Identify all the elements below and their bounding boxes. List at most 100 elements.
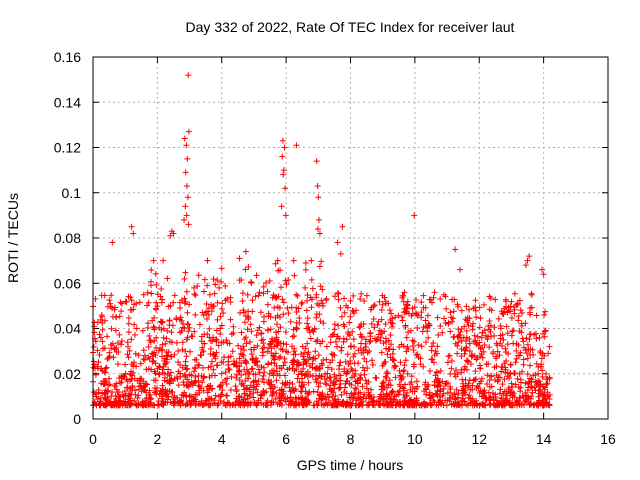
data-point — [154, 303, 161, 310]
data-point — [373, 375, 380, 382]
data-point — [501, 360, 508, 367]
data-point — [127, 294, 134, 301]
data-point — [318, 360, 325, 367]
data-point — [116, 331, 123, 338]
data-point — [153, 306, 160, 313]
data-point — [453, 386, 460, 393]
data-point — [227, 298, 234, 305]
data-point — [204, 389, 211, 396]
data-point — [502, 345, 509, 352]
data-point — [450, 315, 457, 322]
data-point — [319, 286, 326, 293]
data-point — [182, 269, 189, 276]
data-point — [149, 350, 156, 357]
data-point — [302, 266, 309, 273]
data-point — [420, 363, 427, 370]
data-point — [344, 304, 351, 311]
data-point — [429, 299, 436, 306]
data-point — [545, 350, 552, 357]
data-point — [411, 398, 418, 405]
data-point — [266, 277, 273, 284]
data-point — [358, 399, 365, 406]
data-point — [374, 321, 381, 328]
data-point — [158, 286, 165, 293]
data-point — [313, 314, 320, 321]
data-point — [158, 326, 165, 333]
data-point — [361, 367, 368, 374]
data-point — [98, 312, 105, 319]
data-point — [515, 352, 522, 359]
data-point — [261, 379, 268, 386]
data-point — [543, 381, 550, 388]
data-point — [479, 401, 486, 408]
data-point — [177, 329, 184, 336]
data-point — [303, 371, 310, 378]
data-point — [392, 314, 399, 321]
data-point — [367, 393, 374, 400]
data-point — [252, 371, 259, 378]
data-point — [531, 384, 538, 391]
data-point — [162, 392, 169, 399]
data-point — [175, 368, 182, 375]
data-point — [336, 372, 343, 379]
data-point — [107, 300, 114, 307]
data-point — [502, 364, 509, 371]
data-point — [462, 337, 469, 344]
data-point — [97, 395, 104, 402]
data-point — [199, 379, 206, 386]
data-point — [440, 385, 447, 392]
data-point — [351, 343, 358, 350]
data-point — [91, 319, 98, 326]
data-point — [456, 266, 463, 273]
data-point — [128, 336, 135, 343]
data-point — [179, 391, 186, 398]
data-point — [400, 343, 407, 350]
data-point — [459, 397, 466, 404]
data-point — [191, 291, 198, 298]
data-point — [375, 318, 382, 325]
data-point — [493, 363, 500, 370]
data-point — [318, 258, 325, 265]
data-point — [183, 142, 190, 149]
data-point — [122, 298, 129, 305]
data-point — [163, 349, 170, 356]
data-point — [164, 275, 171, 282]
data-point — [376, 298, 383, 305]
data-point — [512, 359, 519, 366]
data-point — [527, 351, 534, 358]
data-point — [122, 361, 129, 368]
data-point — [530, 372, 537, 379]
data-point — [378, 349, 385, 356]
data-point — [350, 394, 357, 401]
data-point — [507, 308, 514, 315]
data-point — [444, 359, 451, 366]
data-point — [122, 370, 129, 377]
data-point — [305, 356, 312, 363]
data-point — [323, 356, 330, 363]
data-point — [106, 297, 113, 304]
data-point — [435, 399, 442, 406]
data-point — [498, 402, 505, 409]
data-point — [384, 395, 391, 402]
data-point — [140, 347, 147, 354]
data-point — [353, 386, 360, 393]
data-point — [442, 380, 449, 387]
data-point — [458, 325, 465, 332]
data-point — [205, 402, 212, 409]
data-point — [498, 364, 505, 371]
data-point — [177, 373, 184, 380]
data-point — [302, 259, 309, 266]
data-point — [316, 230, 323, 237]
data-point — [312, 348, 319, 355]
data-point — [183, 353, 190, 360]
data-point — [249, 355, 256, 362]
data-point — [257, 309, 264, 316]
data-point — [463, 401, 470, 408]
data-point — [401, 305, 408, 312]
data-point — [508, 380, 515, 387]
data-point — [242, 377, 249, 384]
data-point — [338, 347, 345, 354]
data-point — [435, 332, 442, 339]
data-point — [314, 365, 321, 372]
data-point — [472, 304, 479, 311]
